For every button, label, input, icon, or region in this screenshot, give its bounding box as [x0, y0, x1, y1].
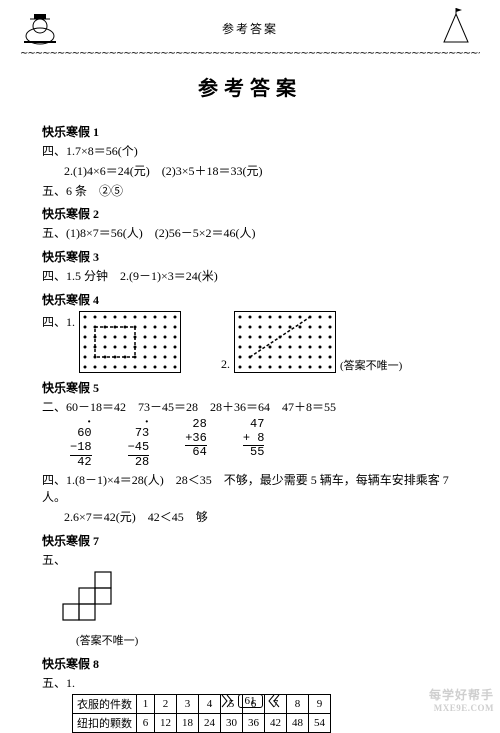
text-line: 四、1.7×8＝56(个): [42, 143, 458, 160]
note: (答案不唯一): [340, 357, 402, 373]
table-cell: 12: [155, 713, 177, 732]
page-footer: 61: [0, 693, 500, 709]
section-head-3: 快乐寒假 3: [42, 248, 458, 265]
section-head-8: 快乐寒假 8: [42, 655, 458, 672]
label: 2.: [221, 356, 230, 373]
header-deco-right: [440, 8, 480, 48]
text-line: 四、1.5 分钟 2.(9－1)×3＝24(米): [42, 268, 458, 285]
table-cell: 54: [309, 713, 331, 732]
table-cell: 30: [221, 713, 243, 732]
content-area: 快乐寒假 1 四、1.7×8＝56(个) 2.(1)4×6＝24(元) (2)3…: [0, 123, 500, 733]
label: 五、1.: [42, 675, 458, 692]
section-head-5: 快乐寒假 5: [42, 379, 458, 396]
watermark-en: MXE9E.COM: [429, 703, 494, 713]
main-title: 参考答案: [0, 72, 500, 101]
text-line: 五、6 条 ②⑤: [42, 183, 458, 200]
text-line: 五、(1)8×7＝56(人) (2)56－5×2＝46(人): [42, 225, 458, 242]
table-cell: 42: [265, 713, 287, 732]
text-line: 2.6×7＝42(元) 42＜45 够: [42, 509, 458, 526]
page-number: 61: [238, 694, 263, 708]
step-shape: [62, 571, 132, 627]
label: 五、: [42, 552, 458, 569]
table-cell: 48: [287, 713, 309, 732]
foot-deco-right: [267, 693, 281, 709]
table-cell: 36: [243, 713, 265, 732]
table-cell: 18: [177, 713, 199, 732]
foot-deco-left: [220, 693, 234, 709]
vertical-calculations: • 60−1842• 73−452828+366447+ 855: [42, 418, 458, 470]
decorative-border: ∼∼∼∼∼∼∼∼∼∼∼∼∼∼∼∼∼∼∼∼∼∼∼∼∼∼∼∼∼∼∼∼∼∼∼∼∼∼∼∼…: [20, 48, 480, 58]
dot-grid-1: [79, 311, 181, 373]
text-line: 四、1.(8－1)×4＝28(人) 28＜35 不够，最少需要 5 辆车，每辆车…: [42, 472, 458, 506]
table-cell: 6: [137, 713, 155, 732]
header-deco-left: [20, 8, 60, 48]
note: (答案不唯一): [42, 634, 458, 649]
table-cell: 24: [199, 713, 221, 732]
text-line: 2.(1)4×6＝24(元) (2)3×5＋18＝33(元): [42, 163, 458, 180]
section-head-7: 快乐寒假 7: [42, 532, 458, 549]
dot-grid-2: [234, 311, 336, 373]
watermark: 每学好帮手 MXE9E.COM: [429, 689, 494, 713]
text-line: 二、60－18＝42 73－45＝28 28＋36＝64 47＋8＝55: [42, 399, 458, 416]
label: 四、1.: [42, 314, 75, 331]
page-header-title: 参考答案: [222, 20, 278, 37]
section-head-1: 快乐寒假 1: [42, 123, 458, 140]
section-head-4: 快乐寒假 4: [42, 291, 458, 308]
table-cell: 纽扣的颗数: [73, 713, 137, 732]
watermark-cn: 每学好帮手: [429, 689, 494, 703]
section-head-2: 快乐寒假 2: [42, 205, 458, 222]
